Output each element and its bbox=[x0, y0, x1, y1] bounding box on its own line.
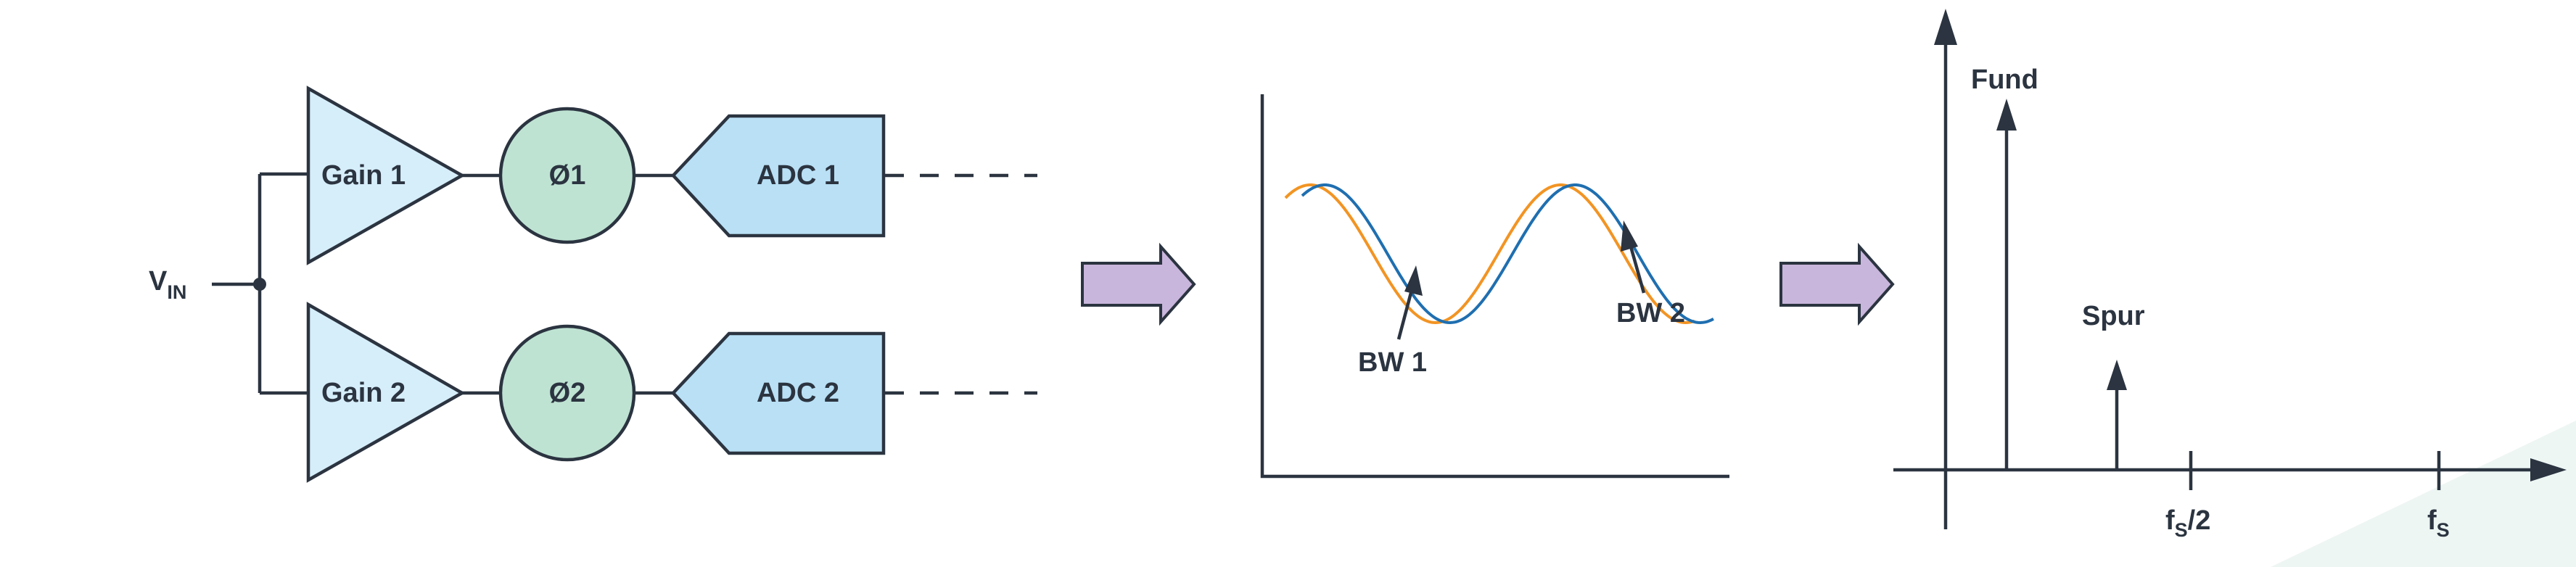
spectrum-panel: Fund Spur fS/2 fS bbox=[1893, 9, 2576, 567]
spectrum-x-axis-arrowhead bbox=[2530, 458, 2567, 481]
spectrum-y-axis-arrowhead bbox=[1934, 9, 1957, 45]
bw1-label: BW 1 bbox=[1358, 347, 1427, 378]
adc-2-label: ADC 2 bbox=[757, 378, 839, 408]
spur-label: Spur bbox=[2082, 301, 2145, 331]
tick-label-fs: fS bbox=[2427, 505, 2450, 541]
bw2-pointer-head bbox=[1621, 220, 1638, 252]
vin-label: VIN bbox=[149, 266, 186, 303]
adc-1-block bbox=[670, 114, 886, 238]
flow-arrow-2 bbox=[1779, 242, 1895, 326]
gain-2-label: Gain 2 bbox=[321, 378, 406, 408]
channel-2: Gain 2 Ø2 ADC 2 bbox=[306, 302, 1037, 483]
flow-arrow-1 bbox=[1081, 242, 1196, 326]
bw2-label: BW 2 bbox=[1616, 298, 1685, 328]
vin-subscript: IN bbox=[167, 281, 186, 303]
gain-1-amplifier bbox=[306, 86, 466, 265]
channel-1: Gain 1 Ø1 ADC 1 bbox=[306, 86, 1037, 265]
bw1-pointer-head bbox=[1404, 265, 1423, 296]
bw1-pointer-line bbox=[1396, 289, 1414, 340]
waveform-axes bbox=[1260, 94, 1729, 479]
tick-label-fs-half: fS/2 bbox=[2165, 505, 2210, 541]
fund-label: Fund bbox=[1971, 65, 2038, 95]
circuit-diagram: VIN Gain 1 Ø1 ADC 1 Gain 2 Ø2 ADC 2 bbox=[149, 86, 1037, 483]
split-wire bbox=[258, 172, 308, 395]
bw2-pointer-line bbox=[1629, 246, 1646, 294]
background-wedge bbox=[2271, 421, 2576, 567]
waveform-bw1-orange bbox=[1284, 183, 1695, 325]
gain-1-label: Gain 1 bbox=[321, 160, 406, 191]
adc-1-label: ADC 1 bbox=[757, 160, 839, 191]
waveform-bw2-blue bbox=[1301, 183, 1714, 325]
adc-2-block bbox=[670, 331, 886, 455]
fund-arrowhead bbox=[1996, 99, 2017, 131]
waveform-panel: BW 1 BW 2 bbox=[1260, 94, 1729, 479]
gain-2-amplifier bbox=[306, 302, 466, 483]
phase-2-label: Ø2 bbox=[549, 378, 586, 408]
spur-arrowhead bbox=[2107, 360, 2127, 390]
vin-main: V bbox=[149, 266, 168, 297]
phase-1-label: Ø1 bbox=[549, 160, 586, 191]
